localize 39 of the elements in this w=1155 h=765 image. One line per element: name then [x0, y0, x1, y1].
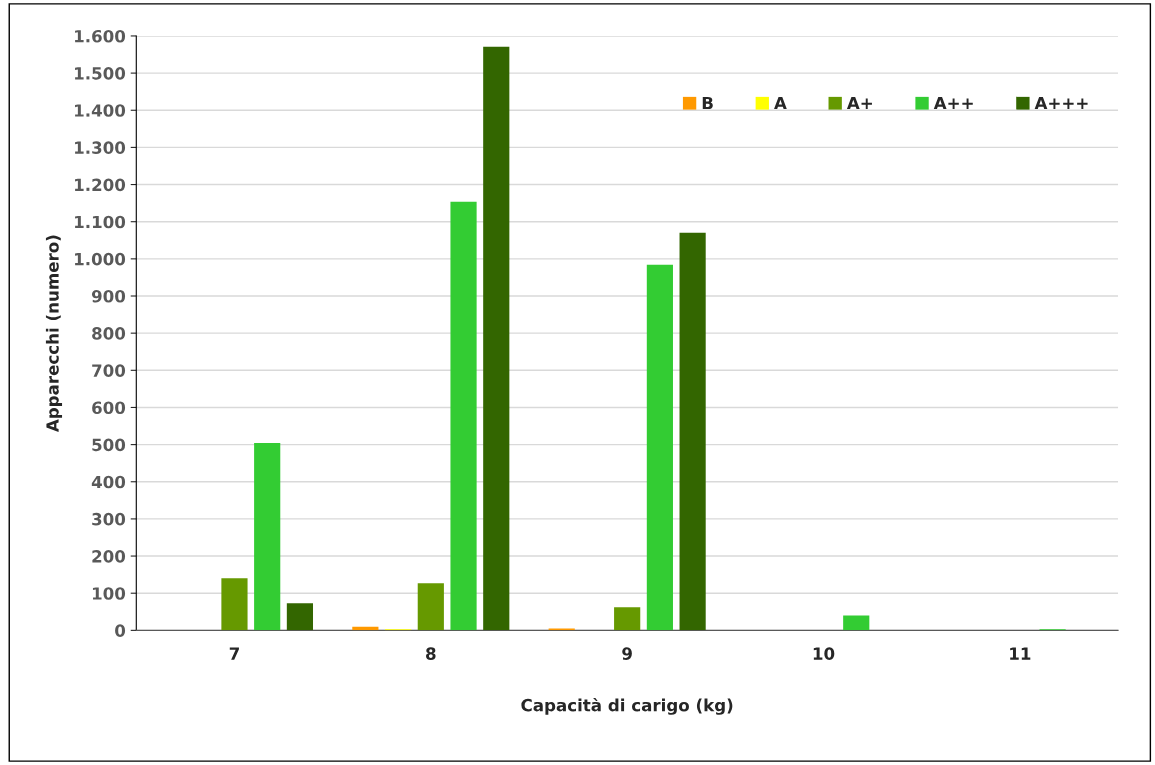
legend-label: A+++ — [1034, 96, 1088, 110]
bar — [286, 603, 314, 631]
bar — [646, 264, 673, 631]
y-tick-label: 900 — [91, 289, 126, 303]
legend-label: A+ — [846, 96, 872, 110]
y-tick-label: 1.000 — [75, 252, 126, 266]
y-tick-label: 1.600 — [75, 29, 126, 43]
y-tick-label: 400 — [91, 475, 126, 489]
y-tick-label: 600 — [92, 401, 126, 415]
y-tick-label: 500 — [92, 438, 126, 452]
x-tick-label: 11 — [1010, 647, 1031, 660]
bar — [254, 443, 281, 631]
y-tick-label: 1.300 — [75, 141, 126, 154]
bar — [483, 46, 510, 631]
bar — [450, 201, 477, 631]
legend-label: B — [702, 96, 713, 110]
y-tick-label: 200 — [92, 550, 126, 563]
bar — [614, 607, 641, 631]
y-tick-label: 700 — [92, 364, 126, 377]
x-tick-label: 8 — [426, 647, 436, 660]
x-tick-label: 7 — [229, 647, 239, 660]
bar — [679, 232, 706, 631]
bar — [221, 578, 248, 631]
y-tick-label: 100 — [92, 587, 126, 600]
y-tick-label: 1.100 — [75, 215, 126, 229]
y-tick-label: 800 — [92, 327, 126, 340]
y-tick-label: 0 — [115, 624, 126, 637]
legend-label: A++ — [933, 96, 973, 110]
x-axis-title: Capacità di carigo (kg) — [521, 697, 733, 715]
y-axis-title: Apparecchi (numero) — [45, 235, 63, 433]
y-tick-label: 1.200 — [75, 178, 126, 192]
y-tick-label: 300 — [92, 512, 126, 526]
y-tick-label: 1.500 — [75, 67, 126, 80]
legend-label: A — [774, 96, 787, 110]
y-tick-label: 1.400 — [75, 104, 126, 117]
bar — [417, 583, 444, 631]
x-tick-label: 9 — [622, 647, 632, 660]
bar — [843, 615, 870, 631]
x-tick-label: 10 — [813, 647, 835, 660]
